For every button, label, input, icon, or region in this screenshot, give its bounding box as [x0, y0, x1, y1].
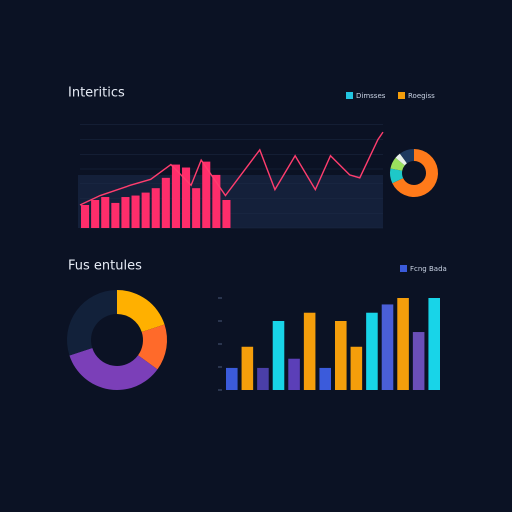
bar — [428, 298, 440, 390]
bar — [257, 367, 269, 390]
pie-slice — [399, 149, 414, 164]
pie-slice — [395, 153, 407, 166]
legend-label: Dimsses — [356, 92, 386, 100]
bar — [81, 204, 90, 228]
pie-slice — [138, 324, 167, 370]
bar — [335, 321, 347, 390]
bar — [101, 197, 110, 228]
bar — [91, 199, 100, 228]
pie-slice — [390, 168, 404, 184]
bar — [202, 161, 211, 228]
bar — [226, 367, 238, 390]
legend-label: Roegiss — [408, 92, 435, 100]
bar — [161, 177, 170, 228]
pie-slice — [117, 290, 165, 332]
bar — [241, 346, 254, 390]
legend-label: Fcng Bada — [410, 265, 447, 273]
bar — [319, 367, 331, 390]
bar — [151, 188, 160, 228]
pie-slice — [390, 157, 405, 171]
bar — [182, 167, 191, 228]
bar — [303, 312, 316, 390]
legend-swatch — [346, 92, 353, 99]
bar — [412, 332, 425, 390]
bar — [272, 321, 285, 390]
title: Fus entules — [68, 259, 142, 274]
bar — [141, 192, 150, 228]
bar — [192, 188, 201, 228]
title: Interitics — [68, 86, 125, 101]
pie-slice — [66, 290, 117, 356]
bar — [288, 358, 300, 390]
bar — [366, 312, 378, 390]
line — [79, 131, 384, 206]
bar — [111, 202, 120, 228]
legend-swatch — [400, 265, 407, 272]
pie-slice — [392, 149, 439, 198]
bar — [397, 298, 409, 390]
bar — [212, 174, 221, 228]
bar — [381, 304, 394, 390]
bar — [171, 164, 180, 228]
bar — [350, 346, 363, 390]
pie-slice — [69, 348, 158, 390]
bar — [222, 199, 231, 228]
bar — [121, 197, 130, 228]
bar — [131, 195, 140, 228]
legend-swatch — [398, 92, 405, 99]
